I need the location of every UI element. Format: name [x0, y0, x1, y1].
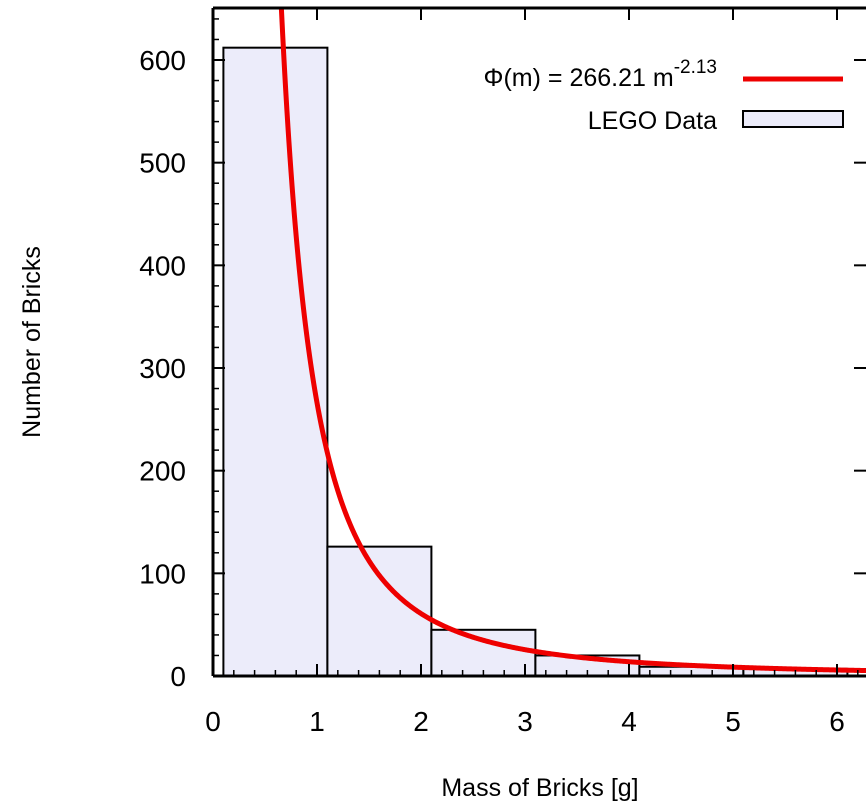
bar-3	[430, 628, 537, 676]
y-tick-label-1: 100	[139, 558, 186, 589]
x-tick-label-5: 5	[725, 706, 741, 737]
x-tick-label-2: 2	[413, 706, 429, 737]
y-tick-label-6: 600	[139, 45, 186, 76]
x-tick-label-6: 6	[829, 706, 845, 737]
x-tick-label-1: 1	[309, 706, 325, 737]
legend: Φ(m) = 266.21 m-2.13 LEGO Data	[484, 57, 844, 135]
legend-bars-swatch	[742, 110, 844, 128]
legend-fit-exponent: -2.13	[674, 57, 717, 78]
legend-bars-label: LEGO Data	[588, 107, 717, 135]
x-tick-label-0: 0	[205, 706, 221, 737]
axis-tick-labels: 0 1 2 3 4 5 6 0 100 200 300 400 500 600	[139, 45, 845, 737]
fit-curve	[278, 8, 866, 674]
y-tick-label-3: 300	[139, 353, 186, 384]
x-tick-label-4: 4	[621, 706, 637, 737]
histogram-bars	[222, 46, 849, 676]
x-tick-label-3: 3	[517, 706, 533, 737]
y-axis-title: Number of Bricks	[18, 246, 46, 438]
plot-frame	[211, 6, 866, 678]
axis-ticks	[212, 8, 866, 677]
y-tick-label-5: 500	[139, 148, 186, 179]
x-axis-title: Mass of Bricks [g]	[441, 774, 638, 802]
legend-fit-label: Φ(m) = 266.21 m-2.13	[484, 57, 717, 92]
y-tick-label-0: 0	[170, 661, 186, 692]
legend-fit-prefix: Φ(m) = 266.21 m	[484, 64, 674, 92]
y-tick-label-2: 200	[139, 456, 186, 487]
y-tick-label-4: 400	[139, 250, 186, 281]
